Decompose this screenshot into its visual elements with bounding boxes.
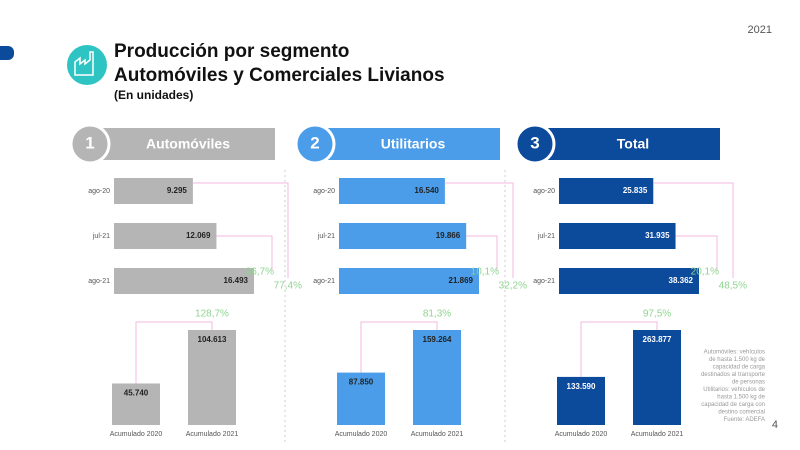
panel-number: 2 xyxy=(310,133,319,152)
bar xyxy=(337,372,385,425)
panel-title: Utilitarios xyxy=(381,136,446,152)
bar xyxy=(114,268,254,294)
category-label: ago-20 xyxy=(88,188,110,195)
change-label: 97,5% xyxy=(643,309,671,320)
value-label: 45.740 xyxy=(124,389,149,398)
bar xyxy=(339,268,479,294)
value-label: 263.877 xyxy=(643,335,672,344)
bracket xyxy=(580,321,658,377)
category-label: Acumulado 2021 xyxy=(411,431,464,438)
bracket xyxy=(466,235,498,270)
header-band xyxy=(315,128,500,160)
bar xyxy=(559,268,699,294)
value-label: 87.850 xyxy=(349,378,374,387)
title: Producción por segmento xyxy=(114,41,349,62)
header-circle xyxy=(294,123,336,165)
page-number: 4 xyxy=(772,419,778,431)
bar xyxy=(112,383,160,425)
category-label: Acumulado 2021 xyxy=(186,431,239,438)
bracket xyxy=(653,182,734,278)
category-label: ago-20 xyxy=(313,188,335,195)
subtitle: (En unidades) xyxy=(114,88,193,102)
title: Automóviles y Comerciales Livianos xyxy=(114,65,445,86)
footnote: Automóviles: vehículos xyxy=(704,350,765,356)
header-circle xyxy=(514,123,556,165)
category-label: Acumulado 2020 xyxy=(335,431,388,438)
footnote: capacidad de carga xyxy=(713,365,766,371)
panel-number: 3 xyxy=(530,133,539,152)
change-label: 10,1% xyxy=(471,267,499,278)
footnote: destino comercial xyxy=(718,410,765,416)
value-label: 21.869 xyxy=(449,276,474,285)
category-label: jul-21 xyxy=(92,233,110,240)
bar xyxy=(559,223,676,249)
bracket xyxy=(444,182,514,278)
bar xyxy=(114,223,217,249)
category-label: jul-21 xyxy=(317,233,335,240)
header-band xyxy=(535,128,720,160)
value-label: 159.264 xyxy=(423,335,452,344)
value-label: 19.866 xyxy=(436,231,461,240)
bracket xyxy=(192,182,289,278)
change-label: 20,1% xyxy=(691,267,719,278)
footnote: destinados al transporte xyxy=(701,372,766,378)
change-label: 48,5% xyxy=(719,281,747,292)
category-label: ago-21 xyxy=(313,278,335,285)
value-label: 16.493 xyxy=(224,276,249,285)
category-label: ago-20 xyxy=(533,188,555,195)
header-circle xyxy=(69,123,111,165)
footnote: de hasta 1.500 kg de xyxy=(709,357,766,363)
footnote: hasta 1.500 kg de xyxy=(717,395,765,401)
factory-icon xyxy=(74,51,94,76)
footnote: capacidad de carga con xyxy=(701,402,765,408)
value-label: 16.540 xyxy=(414,186,439,195)
panel-number: 1 xyxy=(85,133,94,152)
value-label: 12.069 xyxy=(186,231,211,240)
change-label: 128,7% xyxy=(195,309,229,320)
category-label: Acumulado 2021 xyxy=(631,431,684,438)
value-label: 25.835 xyxy=(623,186,648,195)
value-label: 31.935 xyxy=(645,231,670,240)
change-label: 32,2% xyxy=(499,281,527,292)
icon xyxy=(67,45,107,85)
bracket xyxy=(216,235,273,270)
bracket xyxy=(675,235,718,270)
change-label: 77,4% xyxy=(274,281,302,292)
footnote: de personas xyxy=(732,380,765,386)
panel-title: Total xyxy=(617,136,649,152)
bar xyxy=(188,330,236,425)
footnote: Utilitarios: vehículos de xyxy=(703,387,765,393)
category-label: jul-21 xyxy=(537,233,555,240)
bracket xyxy=(360,321,438,373)
bar xyxy=(339,223,467,249)
panel-title: Automóviles xyxy=(146,136,230,152)
bar xyxy=(114,178,193,204)
category-label: Acumulado 2020 xyxy=(555,431,608,438)
category-label: ago-21 xyxy=(88,278,110,285)
bar xyxy=(557,376,605,425)
value-label: 9.295 xyxy=(167,186,188,195)
bar xyxy=(633,330,681,425)
change-label: 36,7% xyxy=(246,267,274,278)
value-label: 104.613 xyxy=(198,335,227,344)
bar xyxy=(559,178,654,204)
bar xyxy=(413,330,461,425)
change-label: 81,3% xyxy=(423,309,451,320)
category-label: Acumulado 2020 xyxy=(110,431,163,438)
bracket xyxy=(135,321,213,384)
bar xyxy=(339,178,445,204)
value-label: 38.362 xyxy=(669,276,694,285)
header-band xyxy=(90,128,275,160)
footnote: Fuente: ADEFA xyxy=(724,417,765,423)
category-label: ago-21 xyxy=(533,278,555,285)
value-label: 133.590 xyxy=(567,382,596,391)
year: 2021 xyxy=(748,24,772,36)
side-tab xyxy=(0,46,14,60)
